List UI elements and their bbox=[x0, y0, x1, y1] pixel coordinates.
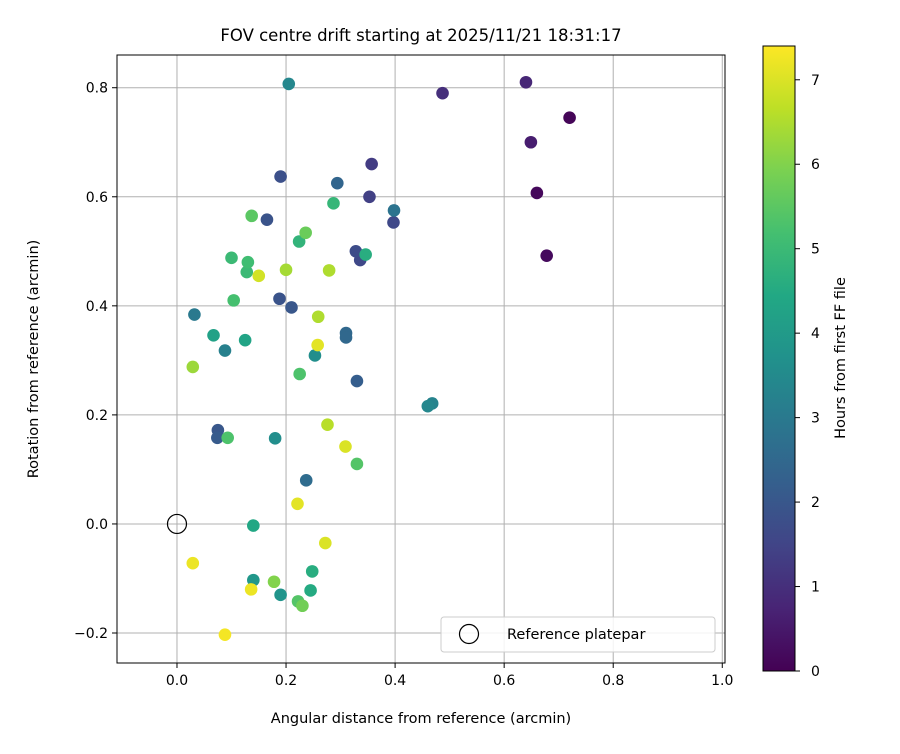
scatter-point bbox=[282, 77, 296, 91]
colorbar-tick-label: 2 bbox=[811, 495, 820, 511]
scatter-point bbox=[225, 251, 238, 265]
y-tick-label: −0.2 bbox=[74, 626, 108, 642]
scatter-point bbox=[291, 497, 304, 511]
scatter-point bbox=[365, 157, 378, 171]
scatter-point bbox=[350, 374, 364, 388]
scatter-point bbox=[299, 226, 312, 240]
scatter-point bbox=[221, 431, 234, 445]
scatter-point bbox=[563, 111, 576, 125]
scatter-point bbox=[279, 263, 293, 277]
scatter-point bbox=[207, 328, 220, 342]
scatter-point bbox=[252, 269, 266, 283]
scatter-point bbox=[350, 457, 364, 471]
scatter-point bbox=[274, 170, 287, 183]
scatter-point bbox=[321, 418, 334, 432]
scatter-point bbox=[260, 213, 274, 226]
colorbar-tick-label: 6 bbox=[811, 157, 820, 173]
legend-box bbox=[440, 616, 716, 653]
colorbar: 0 1 2 3 4 5 6 7 Hours from first FF file bbox=[762, 45, 849, 680]
legend-marker bbox=[458, 623, 480, 645]
x-tick-label: 0.4 bbox=[384, 673, 406, 689]
x-tick-label: 0.8 bbox=[602, 673, 624, 689]
scatter-point bbox=[519, 75, 533, 89]
scatter-point bbox=[211, 431, 224, 445]
scatter-point bbox=[247, 519, 260, 532]
scatter-point bbox=[188, 308, 201, 321]
scatter-point bbox=[363, 190, 376, 204]
y-axis-ticks: −0.2 0.0 0.2 0.4 0.6 0.8 bbox=[74, 81, 117, 642]
scatter-point bbox=[540, 249, 553, 262]
x-axis-ticks: 0.0 0.2 0.4 0.6 0.8 1.0 bbox=[166, 663, 733, 689]
colorbar-tick-label: 3 bbox=[811, 411, 820, 427]
scatter-point bbox=[308, 349, 322, 362]
scatter-point bbox=[530, 186, 544, 200]
scatter-point bbox=[322, 264, 336, 277]
y-tick-label: 0.0 bbox=[86, 517, 108, 533]
colorbar-ticks: 0 1 2 3 4 5 6 7 bbox=[795, 73, 820, 680]
reference-marker bbox=[166, 513, 188, 535]
scatter-point bbox=[311, 338, 324, 352]
x-tick-label: 0.0 bbox=[166, 673, 188, 689]
legend-label: Reference platepar bbox=[507, 627, 645, 643]
colorbar-label: Hours from first FF file bbox=[833, 277, 849, 439]
scatter-point bbox=[186, 556, 200, 570]
colorbar-tick-label: 4 bbox=[811, 326, 820, 342]
reference-platepar-point bbox=[166, 513, 188, 535]
scatter-point bbox=[241, 255, 255, 269]
scatter-point bbox=[218, 628, 232, 641]
y-tick-label: 0.4 bbox=[86, 299, 108, 315]
scatter-point bbox=[387, 204, 401, 217]
grid-lines bbox=[117, 55, 725, 663]
scatter-point bbox=[304, 584, 317, 597]
colorbar-tick-label: 0 bbox=[811, 664, 820, 680]
scatter-point bbox=[292, 235, 306, 248]
x-axis-label: Angular distance from reference (arcmin) bbox=[271, 711, 571, 727]
legend: Reference platepar bbox=[440, 616, 716, 653]
scatter-point bbox=[285, 301, 298, 314]
scatter-point bbox=[186, 360, 200, 374]
scatter-point bbox=[421, 399, 435, 413]
scatter-point bbox=[296, 599, 309, 613]
scatter-point bbox=[218, 344, 232, 357]
scatter-point bbox=[339, 331, 353, 344]
scatter-point bbox=[293, 367, 306, 381]
scatter-point bbox=[299, 474, 313, 487]
scatter-points bbox=[186, 75, 576, 641]
x-tick-label: 0.6 bbox=[493, 673, 515, 689]
scatter-point bbox=[349, 245, 363, 258]
scatter-point bbox=[245, 209, 258, 223]
y-tick-label: 0.6 bbox=[86, 190, 108, 206]
scatter-point bbox=[268, 432, 282, 445]
colorbar-tick-label: 5 bbox=[811, 242, 820, 258]
chart-title: FOV centre drift starting at 2025/11/21 … bbox=[220, 26, 621, 45]
scatter-point bbox=[339, 440, 352, 453]
colorbar-gradient bbox=[762, 45, 796, 672]
scatter-point bbox=[359, 248, 372, 261]
scatter-point bbox=[267, 575, 281, 589]
colorbar-tick-label: 1 bbox=[811, 580, 820, 596]
scatter-point bbox=[319, 536, 332, 550]
scatter-point bbox=[524, 135, 538, 149]
colorbar-tick-label: 7 bbox=[811, 73, 820, 89]
scatter-point bbox=[436, 86, 449, 100]
y-tick-label: 0.8 bbox=[86, 81, 108, 97]
scatter-point bbox=[244, 583, 258, 596]
x-tick-label: 1.0 bbox=[711, 673, 733, 689]
scatter-point bbox=[330, 176, 344, 190]
y-axis-label: Rotation from reference (arcmin) bbox=[26, 240, 42, 479]
scatter-point bbox=[305, 565, 319, 578]
scatter-point bbox=[227, 294, 240, 307]
y-tick-label: 0.2 bbox=[86, 408, 108, 424]
plot-frame bbox=[116, 54, 726, 664]
scatter-point bbox=[274, 588, 287, 602]
scatter-point bbox=[327, 197, 340, 210]
scatter-point bbox=[238, 333, 252, 347]
scatter-point bbox=[240, 265, 254, 279]
scatter-point bbox=[387, 216, 400, 229]
scatter-point bbox=[311, 310, 325, 324]
x-tick-label: 0.2 bbox=[275, 673, 297, 689]
scatter-point bbox=[273, 292, 286, 306]
